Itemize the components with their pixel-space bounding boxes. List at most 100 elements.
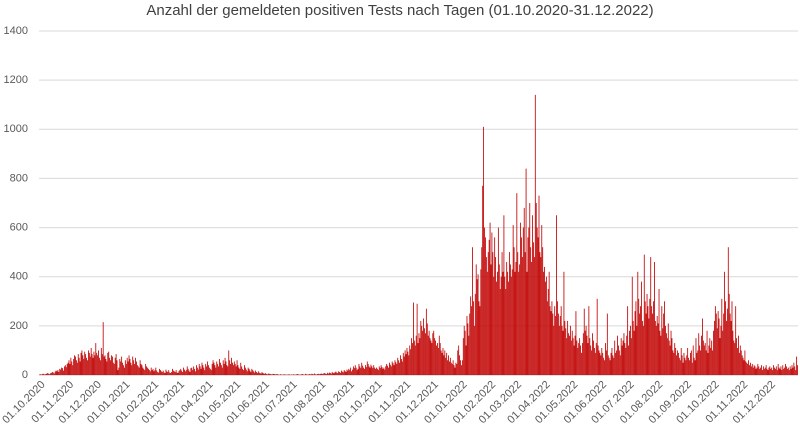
- bar: [511, 269, 513, 375]
- bar: [124, 360, 126, 375]
- bar: [317, 373, 319, 375]
- bar: [368, 366, 370, 375]
- bar: [531, 261, 533, 375]
- bar: [646, 293, 648, 375]
- bar: [43, 374, 45, 375]
- bar: [626, 335, 628, 375]
- bar: [160, 371, 162, 375]
- bar: [268, 373, 270, 375]
- bar: [539, 252, 541, 375]
- bar: [100, 347, 102, 375]
- bar: [387, 365, 388, 375]
- bar: [621, 345, 623, 375]
- bar: [650, 257, 652, 375]
- bar: [509, 264, 511, 375]
- bar: [653, 301, 654, 375]
- bar: [132, 356, 134, 375]
- bar: [79, 361, 81, 375]
- bar: [666, 338, 668, 375]
- bar: [236, 360, 238, 375]
- bar: [53, 373, 55, 375]
- bar: [642, 325, 644, 375]
- bar: [416, 303, 418, 375]
- bar: [108, 351, 110, 375]
- bar: [705, 350, 707, 375]
- bar: [628, 345, 629, 375]
- bar: [60, 369, 62, 375]
- bar: [765, 365, 767, 375]
- bar: [503, 215, 505, 375]
- bar: [648, 318, 650, 375]
- bar: [320, 373, 322, 375]
- bar: [760, 367, 762, 375]
- bar: [679, 360, 681, 375]
- bar: [415, 335, 417, 375]
- bar: [137, 366, 139, 375]
- bar: [256, 373, 258, 375]
- bar: [74, 355, 75, 375]
- bar: [217, 363, 219, 375]
- bar: [181, 370, 183, 375]
- bar: [143, 368, 145, 375]
- bar: [135, 357, 136, 375]
- bar: [701, 335, 702, 375]
- bar: [527, 237, 529, 375]
- bar: [163, 372, 165, 375]
- bar: [170, 373, 171, 375]
- bar: [470, 296, 472, 375]
- bar: [553, 325, 555, 375]
- bar: [77, 354, 79, 375]
- bar: [709, 338, 711, 375]
- bar: [345, 372, 347, 375]
- bar: [135, 361, 137, 375]
- bar: [382, 368, 384, 375]
- bar: [148, 370, 150, 375]
- bar: [586, 335, 588, 375]
- bar: [328, 373, 329, 375]
- bar: [158, 372, 159, 375]
- bar: [410, 349, 412, 375]
- bar: [428, 330, 430, 375]
- bar: [458, 345, 460, 375]
- bar: [205, 363, 207, 375]
- bar: [719, 338, 721, 375]
- bar: [186, 366, 188, 375]
- bar: [427, 335, 429, 375]
- bar: [150, 367, 152, 375]
- bar: [350, 367, 352, 375]
- bar: [397, 357, 399, 375]
- bar: [142, 367, 144, 375]
- bar: [786, 366, 787, 375]
- bar: [706, 330, 708, 375]
- bar: [521, 257, 523, 375]
- bar: [593, 347, 595, 375]
- bar: [631, 276, 633, 375]
- bar: [133, 360, 135, 375]
- bar: [741, 355, 743, 375]
- bar: [455, 362, 457, 375]
- bar: [613, 357, 615, 375]
- bar: [318, 374, 320, 375]
- bar: [358, 363, 360, 375]
- bar: [449, 361, 450, 375]
- bar: [728, 293, 730, 375]
- bar: [675, 347, 677, 375]
- bar: [698, 333, 700, 375]
- bar: [700, 350, 702, 375]
- bar: [554, 306, 556, 375]
- bar: [411, 338, 412, 375]
- bar: [748, 360, 750, 375]
- bar: [167, 372, 169, 375]
- bar: [244, 367, 246, 375]
- bar: [489, 222, 491, 375]
- bar: [617, 335, 618, 375]
- bar: [592, 333, 593, 375]
- bar: [437, 343, 438, 375]
- bar: [364, 365, 366, 375]
- bar: [50, 373, 51, 375]
- bar: [601, 347, 603, 375]
- bar: [483, 126, 485, 375]
- bar: [342, 372, 344, 375]
- bar: [346, 369, 348, 375]
- bar: [690, 352, 691, 375]
